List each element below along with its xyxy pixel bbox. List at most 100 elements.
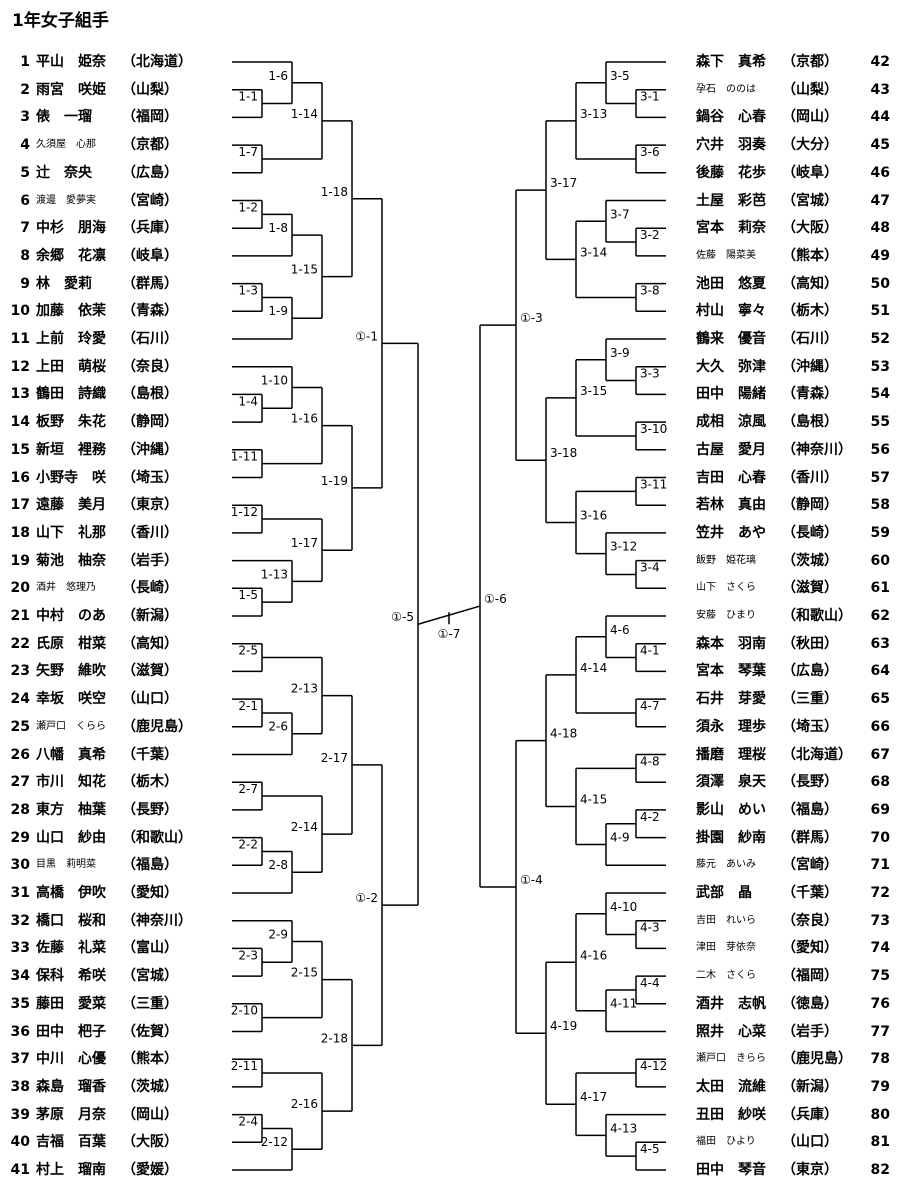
entry-prefecture: （岩手） <box>122 552 178 569</box>
entry-name: 藤田 愛菜 <box>36 995 106 1012</box>
match-label: 3-9 <box>610 346 630 360</box>
entry-prefecture: （宮城） <box>122 968 178 985</box>
match-label: 1-14 <box>291 107 318 121</box>
match-label: 4-6 <box>610 623 630 637</box>
match-label: ①-1 <box>355 329 378 343</box>
entry-prefecture: （広島） <box>122 164 178 181</box>
entry-name: 余郷 花凛 <box>36 247 106 264</box>
entry-prefecture: （熊本） <box>782 247 838 264</box>
match-label: 1-19 <box>321 474 348 488</box>
entry-number: 61 <box>870 580 890 597</box>
entry-number: 65 <box>870 691 890 708</box>
entry-prefecture: （広島） <box>782 663 838 680</box>
entry-number: 42 <box>870 54 890 70</box>
entry-prefecture: （青森） <box>122 303 178 320</box>
match-label: 1-9 <box>268 304 288 318</box>
match-label: 3-2 <box>640 228 660 242</box>
entry-number: 37 <box>10 1051 30 1068</box>
entry-prefecture: （兵庫） <box>122 220 178 237</box>
entry-number: 1 <box>20 54 30 70</box>
entry-prefecture: （栃木） <box>122 774 178 791</box>
match-label: 2-15 <box>291 966 318 980</box>
entry-name: 武部 晶 <box>696 885 752 901</box>
entry-name: 笠井 あや <box>696 524 766 541</box>
entry-name: 二木 さくら <box>696 970 756 982</box>
entry-prefecture: （栃木） <box>782 303 838 320</box>
entry-prefecture: （島根） <box>122 386 178 403</box>
entry-number: 34 <box>10 968 30 985</box>
entry-name: 藤元 あいみ <box>696 859 756 871</box>
match-label: 3-4 <box>640 560 660 574</box>
entry-prefecture: （滋賀） <box>782 580 838 597</box>
entry-name: 掛園 紗南 <box>696 829 766 846</box>
entry-number: 33 <box>10 940 30 957</box>
entry-name: 酒井 悠理乃 <box>36 582 96 594</box>
entry-name: 辻 奈央 <box>36 164 92 181</box>
entry-name: 成相 涼風 <box>696 414 766 431</box>
match-label: 4-8 <box>640 754 660 768</box>
entry-name: 丑田 紗咲 <box>696 1106 766 1123</box>
match-label: 2-1 <box>238 699 258 713</box>
entry-name: 森本 羽南 <box>696 635 766 652</box>
entry-name: 安藤 ひまり <box>696 610 756 621</box>
match-label: 2-12 <box>261 1135 288 1149</box>
entry-prefecture: （宮崎） <box>122 192 178 209</box>
entry-number: 77 <box>870 1023 890 1040</box>
entry-number: 50 <box>870 275 890 292</box>
entry-number: 73 <box>870 912 890 929</box>
entry-prefecture: （静岡） <box>122 414 178 431</box>
entry-prefecture: （佐賀） <box>122 1023 178 1040</box>
entry-number: 5 <box>20 164 30 181</box>
entry-name: 矢野 維吹 <box>36 663 106 680</box>
match-label: 1-2 <box>238 200 258 214</box>
entry-name: 林 愛莉 <box>36 275 92 292</box>
match-label: 2-5 <box>238 644 258 658</box>
entry-prefecture: （高知） <box>782 275 838 292</box>
entry-name: 吉田 れいら <box>696 914 756 926</box>
match-label: 2-3 <box>238 948 258 962</box>
entry-prefecture: （三重） <box>782 691 838 708</box>
entry-prefecture: （岡山） <box>122 1106 178 1123</box>
entry-number: 13 <box>10 386 30 403</box>
match-label: 2-18 <box>321 1031 348 1045</box>
entry-number: 76 <box>870 995 890 1012</box>
entry-number: 59 <box>870 524 890 541</box>
entry-number: 10 <box>10 303 30 320</box>
entry-name: 吉田 心春 <box>696 469 766 486</box>
entry-name: 須永 理歩 <box>696 718 766 735</box>
match-label: 1-6 <box>268 69 288 83</box>
match-label: 3-7 <box>610 207 630 221</box>
entry-number: 75 <box>870 968 890 985</box>
entry-number: 7 <box>20 220 30 237</box>
entry-prefecture: （京都） <box>782 54 838 70</box>
entry-number: 46 <box>870 164 890 181</box>
entry-name: 上田 萌桜 <box>36 358 106 375</box>
entry-prefecture: （岐阜） <box>782 164 838 181</box>
entry-name: 飯野 姫花璃 <box>696 554 756 566</box>
entry-number: 26 <box>10 746 30 763</box>
match-label: 4-15 <box>580 792 607 806</box>
entry-name: 宮本 琴葉 <box>696 663 766 680</box>
entry-name: 吉福 百葉 <box>36 1134 106 1151</box>
entry-prefecture: （茨城） <box>782 552 838 569</box>
entry-name: 東方 柚葉 <box>36 801 106 818</box>
match-label: 4-16 <box>580 948 607 962</box>
entry-number: 72 <box>870 885 890 901</box>
entry-number: 79 <box>870 1078 890 1095</box>
match-label: 3-6 <box>640 145 660 159</box>
match-label: 4-11 <box>610 997 637 1011</box>
match-label: 2-9 <box>268 927 288 941</box>
entry-name: 平山 姫奈 <box>36 54 106 70</box>
entry-prefecture: （大阪） <box>122 1134 178 1151</box>
entry-prefecture: （秋田） <box>782 635 838 652</box>
entry-number: 55 <box>870 414 890 431</box>
entry-name: 大久 弥津 <box>696 358 766 375</box>
entry-name: 山下 さくら <box>696 582 756 594</box>
entry-number: 68 <box>870 774 890 791</box>
entry-prefecture: （長野） <box>122 801 178 818</box>
match-label: 4-12 <box>640 1059 667 1073</box>
entry-name: 八幡 真希 <box>36 746 106 763</box>
entry-number: 18 <box>10 524 30 541</box>
match-label: 1-10 <box>261 373 288 387</box>
match-label: 4-17 <box>580 1090 607 1104</box>
